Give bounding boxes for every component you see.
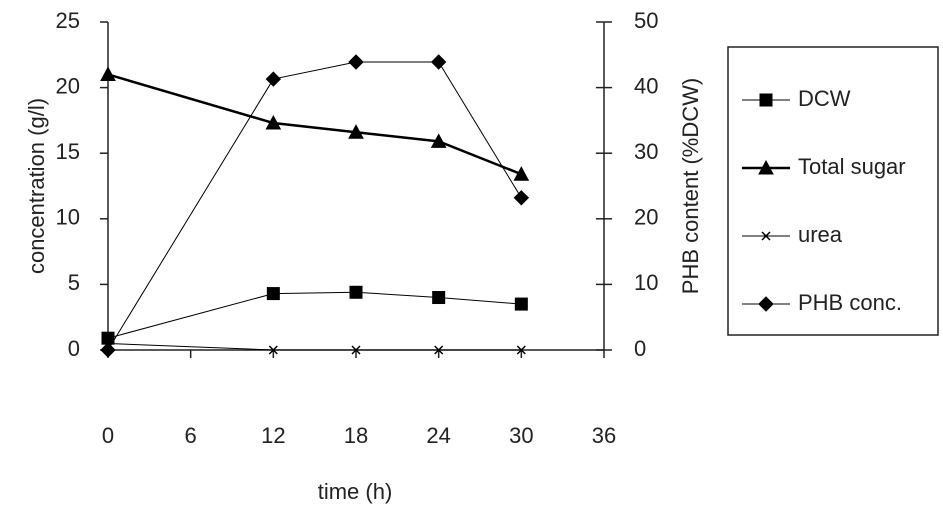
y-tick-label: 0: [68, 336, 80, 361]
series-line: [108, 292, 521, 338]
legend-label: Total sugar: [798, 154, 906, 179]
data-point: [433, 292, 445, 304]
data-point: [101, 343, 115, 357]
data-point: [267, 288, 279, 300]
y-tick-label: 5: [68, 270, 80, 295]
y2-axis-title: PHB content (%DCW): [678, 78, 703, 294]
y2-tick-label: 50: [634, 8, 658, 33]
x-tick-label: 30: [509, 423, 533, 448]
x-tick-label: 0: [102, 423, 114, 448]
y2-tick-label: 10: [634, 270, 658, 295]
data-point: [266, 72, 280, 86]
data-point: [514, 167, 528, 180]
legend-label: PHB conc.: [798, 290, 902, 315]
y-tick-label: 10: [56, 205, 80, 230]
x-tick-label: 36: [592, 423, 616, 448]
x-axis-title: time (h): [318, 479, 393, 504]
series-line: [108, 74, 521, 174]
y2-tick-label: 40: [634, 73, 658, 98]
y-axis-title: concentration (g/l): [24, 98, 49, 274]
y-tick-label: 25: [56, 8, 80, 33]
legend-marker: [760, 94, 772, 106]
x-tick-label: 6: [185, 423, 197, 448]
data-point: [101, 67, 115, 80]
legend-label: DCW: [798, 86, 851, 111]
y2-tick-label: 30: [634, 139, 658, 164]
data-point: [349, 55, 363, 69]
legend-marker: [759, 297, 773, 311]
series-line: [108, 62, 521, 350]
series-line: [108, 343, 521, 350]
y2-tick-label: 20: [634, 205, 658, 230]
y-tick-label: 20: [56, 73, 80, 98]
x-tick-label: 12: [261, 423, 285, 448]
data-point: [432, 55, 446, 69]
y2-tick-label: 0: [634, 336, 646, 361]
data-point: [350, 286, 362, 298]
data-point: [515, 298, 527, 310]
chart: time (h) concentration (g/l) PHB content…: [0, 0, 943, 511]
data-point: [514, 191, 528, 205]
y-tick-label: 15: [56, 139, 80, 164]
x-tick-label: 24: [426, 423, 450, 448]
legend-label: urea: [798, 222, 843, 247]
x-tick-label: 18: [344, 423, 368, 448]
